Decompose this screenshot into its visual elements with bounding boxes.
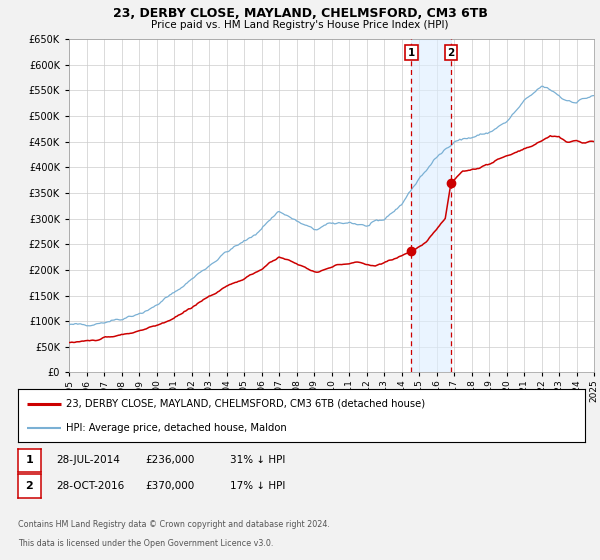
Text: 1: 1 bbox=[26, 455, 33, 465]
Text: 17% ↓ HPI: 17% ↓ HPI bbox=[230, 481, 285, 491]
Text: 31% ↓ HPI: 31% ↓ HPI bbox=[230, 455, 285, 465]
Text: 23, DERBY CLOSE, MAYLAND, CHELMSFORD, CM3 6TB (detached house): 23, DERBY CLOSE, MAYLAND, CHELMSFORD, CM… bbox=[66, 399, 425, 409]
Text: Price paid vs. HM Land Registry's House Price Index (HPI): Price paid vs. HM Land Registry's House … bbox=[151, 20, 449, 30]
Bar bbox=[412, 39, 451, 372]
Text: HPI: Average price, detached house, Maldon: HPI: Average price, detached house, Mald… bbox=[66, 423, 287, 433]
Text: £370,000: £370,000 bbox=[146, 481, 195, 491]
Text: £236,000: £236,000 bbox=[146, 455, 195, 465]
Text: 1: 1 bbox=[408, 48, 415, 58]
Text: This data is licensed under the Open Government Licence v3.0.: This data is licensed under the Open Gov… bbox=[18, 539, 274, 548]
Text: 2: 2 bbox=[26, 481, 33, 491]
Text: 28-OCT-2016: 28-OCT-2016 bbox=[56, 481, 124, 491]
Text: 2: 2 bbox=[448, 48, 455, 58]
Text: 28-JUL-2014: 28-JUL-2014 bbox=[56, 455, 119, 465]
Text: Contains HM Land Registry data © Crown copyright and database right 2024.: Contains HM Land Registry data © Crown c… bbox=[18, 520, 330, 529]
Text: 23, DERBY CLOSE, MAYLAND, CHELMSFORD, CM3 6TB: 23, DERBY CLOSE, MAYLAND, CHELMSFORD, CM… bbox=[113, 7, 487, 20]
